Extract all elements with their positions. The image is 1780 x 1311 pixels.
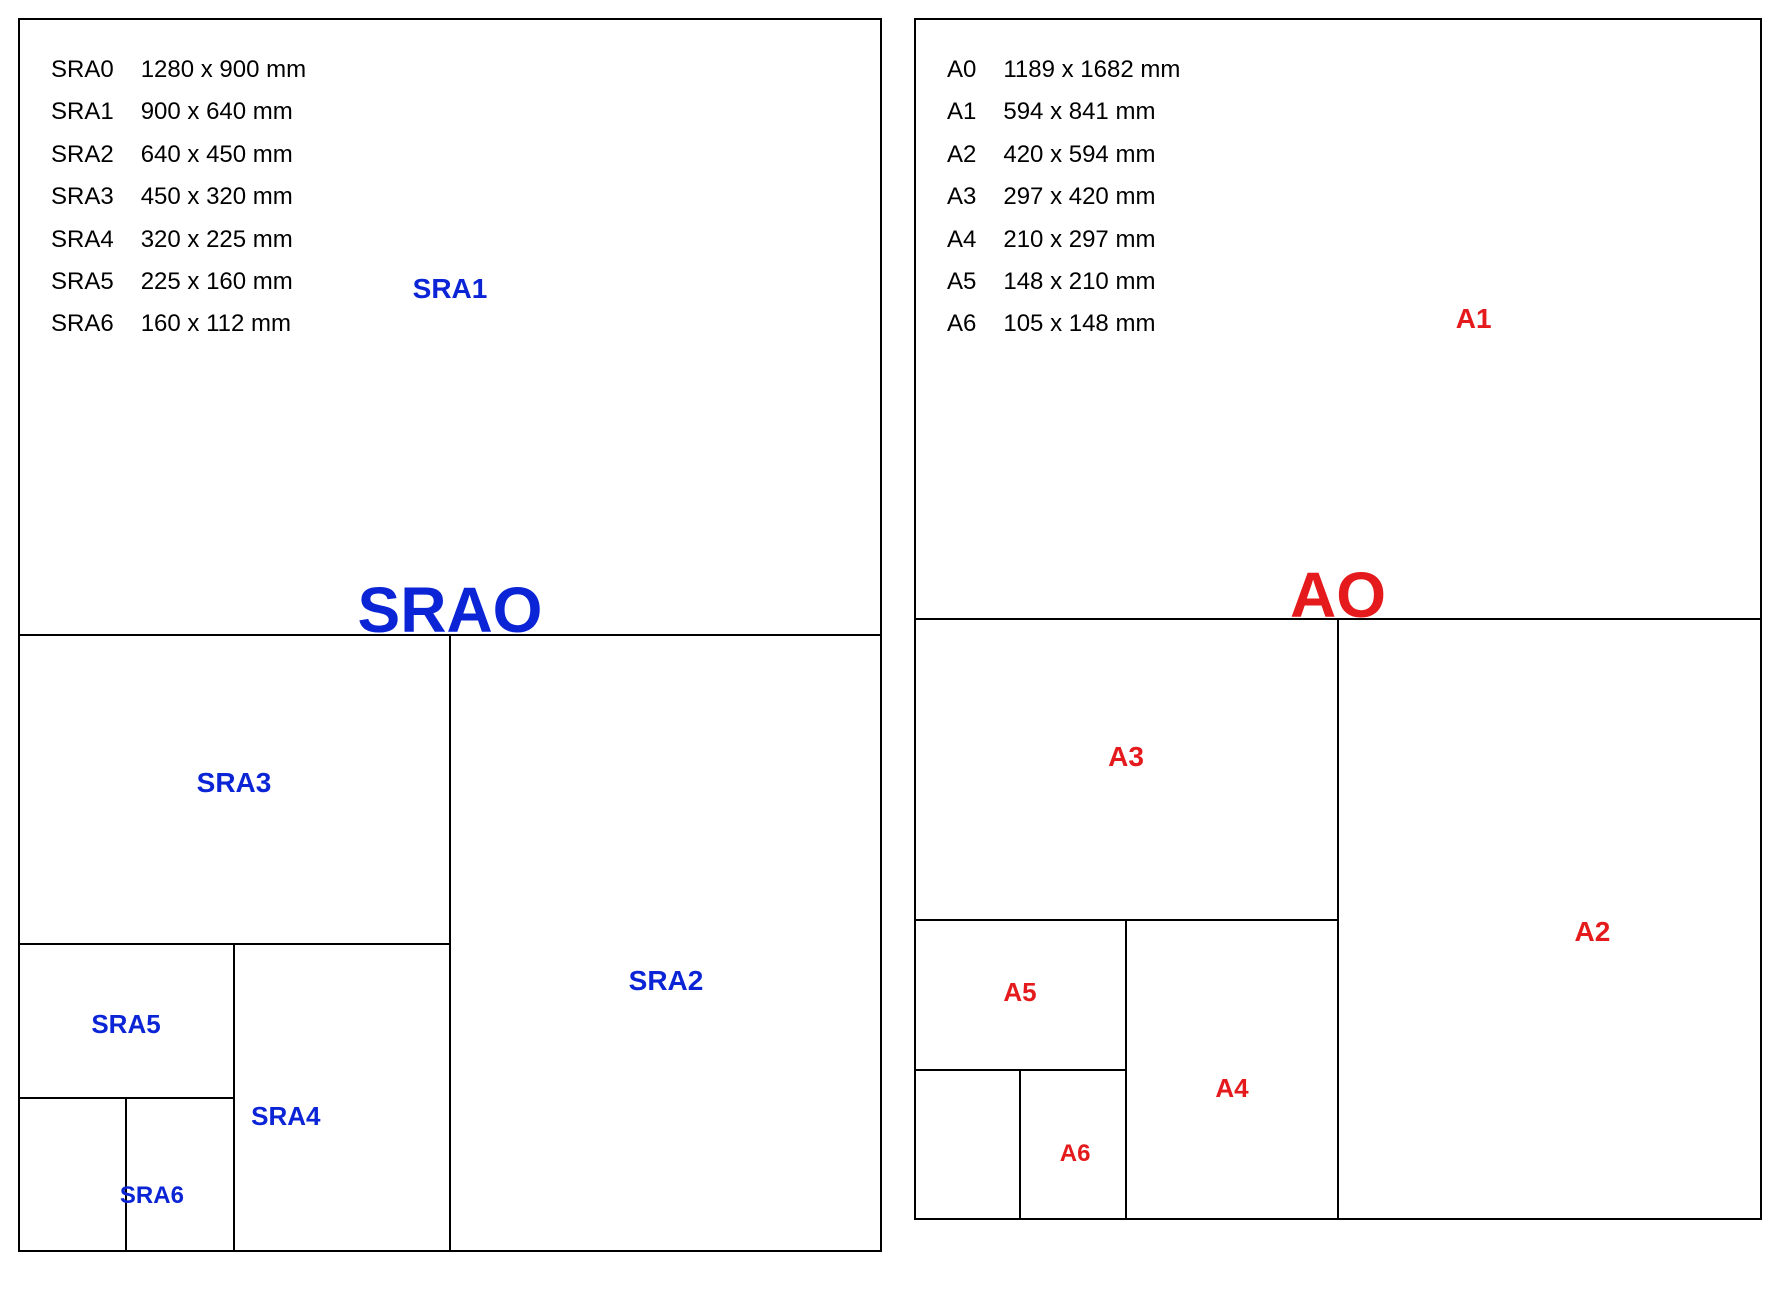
a-size-table: A01189 x 1682 mmA1594 x 841 mmA2420 x 59… <box>944 48 1183 347</box>
a-label-a5: A5 <box>1003 979 1036 1005</box>
table-row: SRA5225 x 160 mm <box>50 262 307 302</box>
sra-size-dim-6: 160 x 112 mm <box>140 304 307 344</box>
a-border-top <box>914 18 1762 20</box>
table-row: A1594 x 841 mm <box>946 92 1181 132</box>
a-label-a3: A3 <box>1108 743 1144 771</box>
a-size-name-5: A5 <box>946 262 1000 302</box>
sra-label-a2: SRA2 <box>629 967 704 995</box>
a-size-name-0: A0 <box>946 50 1000 90</box>
sra-size-name-6: SRA6 <box>50 304 138 344</box>
a-size-dim-4: 210 x 297 mm <box>1002 220 1181 260</box>
sra-label-a3: SRA3 <box>197 769 272 797</box>
sra-size-table: SRA01280 x 900 mmSRA1900 x 640 mmSRA2640… <box>48 48 309 347</box>
a-label-a1: A1 <box>1456 305 1492 333</box>
table-row: SRA2640 x 450 mm <box>50 135 307 175</box>
sra-size-dim-5: 225 x 160 mm <box>140 262 307 302</box>
sra-size-name-3: SRA3 <box>50 177 138 217</box>
sra-label-a4: SRA4 <box>251 1103 320 1129</box>
a-title: AO <box>1290 563 1386 627</box>
sra-title: SRAO <box>358 578 543 642</box>
a-panel: AOA1A2A3A4A5A6A01189 x 1682 mmA1594 x 84… <box>914 18 1762 1220</box>
a-size-dim-6: 105 x 148 mm <box>1002 304 1181 344</box>
a-size-dim-2: 420 x 594 mm <box>1002 135 1181 175</box>
table-row: A4210 x 297 mm <box>946 220 1181 260</box>
sra-size-name-0: SRA0 <box>50 50 138 90</box>
a-label-a6: A6 <box>1060 1142 1091 1166</box>
table-row: SRA4320 x 225 mm <box>50 220 307 260</box>
table-row: A2420 x 594 mm <box>946 135 1181 175</box>
a-size-dim-5: 148 x 210 mm <box>1002 262 1181 302</box>
sra-size-dim-4: 320 x 225 mm <box>140 220 307 260</box>
sra-label-a1: SRA1 <box>413 275 488 303</box>
a-size-name-4: A4 <box>946 220 1000 260</box>
sra-size-dim-2: 640 x 450 mm <box>140 135 307 175</box>
sra-size-name-2: SRA2 <box>50 135 138 175</box>
a-size-name-3: A3 <box>946 177 1000 217</box>
a-split-v-a6 <box>1019 1070 1021 1220</box>
table-row: A6105 x 148 mm <box>946 304 1181 344</box>
sra-split-v-a6 <box>125 1098 127 1252</box>
table-row: A3297 x 420 mm <box>946 177 1181 217</box>
a-label-a4: A4 <box>1215 1075 1248 1101</box>
table-row: SRA01280 x 900 mm <box>50 50 307 90</box>
sra-size-name-4: SRA4 <box>50 220 138 260</box>
sra-size-name-1: SRA1 <box>50 92 138 132</box>
sra-size-dim-0: 1280 x 900 mm <box>140 50 307 90</box>
a-size-name-1: A1 <box>946 92 1000 132</box>
sra-label-a6: SRA6 <box>120 1184 184 1208</box>
sra-size-name-5: SRA5 <box>50 262 138 302</box>
sra-size-dim-3: 450 x 320 mm <box>140 177 307 217</box>
a-size-dim-3: 297 x 420 mm <box>1002 177 1181 217</box>
table-row: SRA3450 x 320 mm <box>50 177 307 217</box>
a-size-name-6: A6 <box>946 304 1000 344</box>
sra-border-top <box>18 18 882 20</box>
a-label-a2: A2 <box>1574 918 1610 946</box>
table-row: SRA6160 x 112 mm <box>50 304 307 344</box>
a-size-dim-1: 594 x 841 mm <box>1002 92 1181 132</box>
a-size-dim-0: 1189 x 1682 mm <box>1002 50 1181 90</box>
table-row: A01189 x 1682 mm <box>946 50 1181 90</box>
sra-size-dim-1: 900 x 640 mm <box>140 92 307 132</box>
table-row: A5148 x 210 mm <box>946 262 1181 302</box>
sra-panel: SRAOSRA1SRA2SRA3SRA4SRA5SRA6SRA01280 x 9… <box>18 18 882 1252</box>
a-size-name-2: A2 <box>946 135 1000 175</box>
table-row: SRA1900 x 640 mm <box>50 92 307 132</box>
sra-label-a5: SRA5 <box>91 1011 160 1037</box>
